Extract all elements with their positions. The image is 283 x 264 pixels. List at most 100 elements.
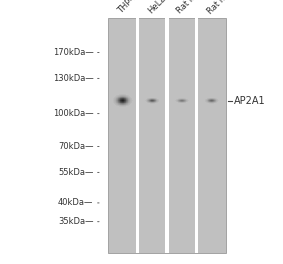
FancyBboxPatch shape [119, 100, 120, 101]
FancyBboxPatch shape [122, 100, 123, 101]
FancyBboxPatch shape [128, 97, 129, 98]
FancyBboxPatch shape [122, 103, 123, 104]
FancyBboxPatch shape [126, 101, 127, 102]
FancyBboxPatch shape [123, 99, 124, 100]
FancyBboxPatch shape [115, 97, 116, 98]
FancyBboxPatch shape [127, 97, 128, 98]
FancyBboxPatch shape [129, 97, 130, 98]
FancyBboxPatch shape [118, 95, 119, 96]
FancyBboxPatch shape [117, 104, 118, 105]
Text: Rat lung: Rat lung [205, 0, 237, 16]
FancyBboxPatch shape [128, 101, 129, 102]
FancyBboxPatch shape [127, 104, 128, 105]
Text: 130kDa—: 130kDa— [53, 74, 93, 83]
FancyBboxPatch shape [119, 102, 120, 103]
FancyBboxPatch shape [129, 99, 130, 100]
FancyBboxPatch shape [120, 102, 121, 103]
FancyBboxPatch shape [127, 101, 128, 102]
FancyBboxPatch shape [114, 99, 115, 100]
FancyBboxPatch shape [119, 95, 120, 96]
Text: HeLa: HeLa [146, 0, 167, 16]
FancyBboxPatch shape [120, 98, 121, 99]
FancyBboxPatch shape [126, 100, 127, 101]
FancyBboxPatch shape [125, 99, 126, 100]
FancyBboxPatch shape [121, 105, 122, 106]
FancyBboxPatch shape [127, 103, 128, 104]
FancyBboxPatch shape [117, 98, 118, 99]
FancyBboxPatch shape [127, 96, 128, 97]
FancyBboxPatch shape [115, 98, 116, 99]
FancyBboxPatch shape [125, 95, 126, 96]
FancyBboxPatch shape [125, 100, 126, 101]
FancyBboxPatch shape [126, 102, 127, 103]
FancyBboxPatch shape [116, 103, 117, 104]
FancyBboxPatch shape [126, 99, 127, 100]
Text: 100kDa—: 100kDa— [53, 109, 93, 118]
Text: 35kDa—: 35kDa— [58, 217, 93, 226]
FancyBboxPatch shape [127, 99, 128, 100]
FancyBboxPatch shape [117, 101, 118, 102]
FancyBboxPatch shape [118, 105, 119, 106]
FancyBboxPatch shape [108, 18, 226, 253]
FancyBboxPatch shape [136, 18, 139, 253]
FancyBboxPatch shape [120, 95, 121, 96]
FancyBboxPatch shape [118, 96, 119, 97]
FancyBboxPatch shape [126, 105, 127, 106]
FancyBboxPatch shape [123, 101, 124, 102]
FancyBboxPatch shape [117, 96, 118, 97]
FancyBboxPatch shape [126, 104, 127, 105]
FancyBboxPatch shape [126, 103, 127, 104]
FancyBboxPatch shape [116, 102, 117, 103]
FancyBboxPatch shape [119, 99, 120, 100]
FancyBboxPatch shape [128, 102, 129, 103]
FancyBboxPatch shape [123, 95, 124, 96]
FancyBboxPatch shape [119, 104, 120, 105]
FancyBboxPatch shape [121, 100, 122, 101]
FancyBboxPatch shape [118, 98, 119, 99]
FancyBboxPatch shape [124, 101, 125, 102]
FancyBboxPatch shape [120, 104, 121, 105]
FancyBboxPatch shape [117, 100, 118, 101]
FancyBboxPatch shape [123, 100, 124, 101]
FancyBboxPatch shape [124, 97, 125, 98]
FancyBboxPatch shape [128, 103, 129, 104]
FancyBboxPatch shape [115, 101, 116, 102]
FancyBboxPatch shape [124, 102, 125, 103]
FancyBboxPatch shape [126, 95, 127, 96]
FancyBboxPatch shape [121, 104, 122, 105]
FancyBboxPatch shape [129, 102, 130, 103]
FancyBboxPatch shape [124, 103, 125, 104]
FancyBboxPatch shape [165, 18, 169, 253]
FancyBboxPatch shape [130, 100, 131, 101]
Text: 55kDa—: 55kDa— [58, 168, 93, 177]
FancyBboxPatch shape [121, 95, 122, 96]
FancyBboxPatch shape [125, 97, 126, 98]
FancyBboxPatch shape [115, 103, 116, 104]
FancyBboxPatch shape [128, 100, 129, 101]
FancyBboxPatch shape [122, 105, 123, 106]
FancyBboxPatch shape [124, 96, 125, 97]
FancyBboxPatch shape [129, 100, 130, 101]
FancyBboxPatch shape [121, 102, 122, 103]
FancyBboxPatch shape [127, 98, 128, 99]
FancyBboxPatch shape [120, 96, 121, 97]
FancyBboxPatch shape [124, 104, 125, 105]
FancyBboxPatch shape [116, 104, 117, 105]
FancyBboxPatch shape [117, 102, 118, 103]
FancyBboxPatch shape [119, 103, 120, 104]
FancyBboxPatch shape [125, 105, 126, 106]
FancyBboxPatch shape [125, 98, 126, 99]
FancyBboxPatch shape [122, 101, 123, 102]
FancyBboxPatch shape [121, 96, 122, 97]
FancyBboxPatch shape [122, 104, 123, 105]
FancyBboxPatch shape [130, 99, 131, 100]
Text: 70kDa—: 70kDa— [58, 142, 93, 151]
FancyBboxPatch shape [121, 98, 122, 99]
FancyBboxPatch shape [122, 102, 123, 103]
FancyBboxPatch shape [126, 98, 127, 99]
FancyBboxPatch shape [124, 99, 125, 100]
Text: THP-1: THP-1 [116, 0, 140, 16]
FancyBboxPatch shape [195, 18, 198, 253]
FancyBboxPatch shape [119, 97, 120, 98]
FancyBboxPatch shape [127, 102, 128, 103]
